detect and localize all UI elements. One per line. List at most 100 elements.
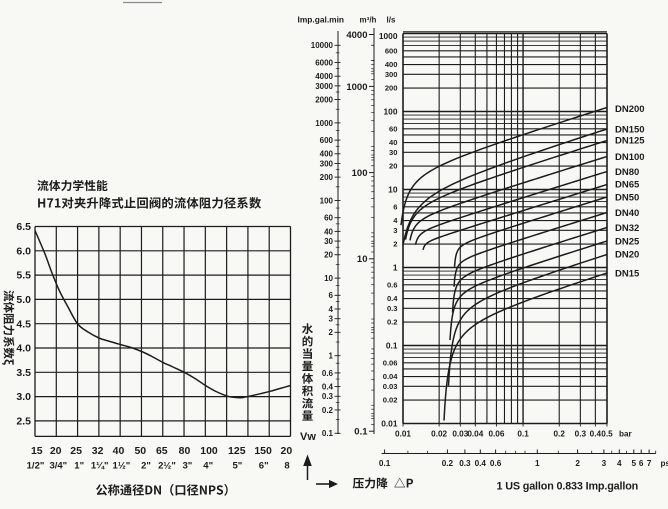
svg-text:6: 6 — [329, 291, 334, 300]
svg-text:300: 300 — [385, 70, 398, 79]
svg-text:20: 20 — [389, 162, 397, 171]
svg-text:600: 600 — [320, 136, 334, 145]
svg-text:5: 5 — [632, 459, 637, 468]
svg-text:2.5: 2.5 — [16, 416, 31, 428]
svg-text:3": 3" — [183, 461, 193, 472]
svg-text:60: 60 — [324, 214, 333, 223]
svg-text:6": 6" — [259, 461, 269, 472]
svg-text:125: 125 — [228, 445, 246, 457]
svg-text:4": 4" — [203, 461, 213, 472]
svg-text:40: 40 — [389, 138, 397, 147]
svg-text:DN100: DN100 — [615, 152, 645, 163]
svg-text:1½": 1½" — [113, 461, 131, 472]
svg-text:0.1: 0.1 — [354, 427, 368, 438]
svg-text:DN200: DN200 — [615, 104, 645, 115]
svg-text:DN125: DN125 — [615, 136, 645, 147]
svg-text:DN40: DN40 — [615, 208, 639, 219]
svg-text:6.5: 6.5 — [16, 221, 31, 233]
svg-text:DN15: DN15 — [615, 269, 640, 280]
svg-text:8: 8 — [284, 461, 289, 472]
svg-text:l/s: l/s — [387, 16, 396, 25]
svg-text:20: 20 — [281, 445, 293, 457]
svg-text:3.0: 3.0 — [16, 391, 31, 403]
svg-text:4000: 4000 — [346, 30, 367, 41]
svg-text:0.6: 0.6 — [322, 369, 334, 378]
svg-text:3: 3 — [602, 459, 607, 468]
svg-text:5.0: 5.0 — [16, 294, 31, 306]
svg-text:2½": 2½" — [158, 461, 176, 472]
svg-text:4: 4 — [329, 305, 334, 314]
svg-text:DN32: DN32 — [615, 223, 639, 234]
svg-text:0.06: 0.06 — [488, 430, 504, 439]
svg-text:1: 1 — [535, 459, 540, 468]
svg-text:2: 2 — [575, 459, 580, 468]
svg-text:1000: 1000 — [346, 82, 367, 93]
svg-text:25: 25 — [70, 445, 82, 457]
svg-text:2: 2 — [393, 240, 397, 249]
svg-text:6: 6 — [393, 203, 397, 212]
svg-text:40: 40 — [324, 227, 333, 236]
svg-text:6000: 6000 — [315, 58, 333, 67]
svg-text:4: 4 — [393, 216, 398, 225]
svg-text:0.4: 0.4 — [590, 430, 602, 439]
svg-text:30: 30 — [324, 237, 333, 246]
svg-text:0.06: 0.06 — [383, 359, 398, 368]
svg-text:0.4: 0.4 — [387, 294, 398, 303]
svg-text:0.5: 0.5 — [601, 430, 613, 439]
svg-text:2": 2" — [141, 461, 151, 472]
svg-text:50: 50 — [134, 445, 146, 457]
svg-text:100: 100 — [200, 445, 218, 457]
svg-text:30: 30 — [389, 148, 397, 157]
svg-text:4: 4 — [617, 459, 622, 468]
svg-text:0.2: 0.2 — [442, 459, 454, 468]
svg-text:0.2: 0.2 — [322, 406, 334, 415]
svg-text:1: 1 — [393, 263, 398, 273]
svg-text:65: 65 — [156, 445, 168, 457]
svg-text:DN20: DN20 — [615, 250, 639, 261]
svg-text:1 US gallon 0.833 Imp.gallon: 1 US gallon 0.833 Imp.gallon — [497, 481, 639, 493]
svg-text:3/4": 3/4" — [49, 461, 67, 472]
svg-text:0.4: 0.4 — [322, 382, 334, 391]
svg-text:0.3: 0.3 — [459, 459, 471, 468]
svg-text:bar: bar — [619, 430, 633, 439]
svg-text:0.01: 0.01 — [381, 419, 398, 429]
svg-text:0.3: 0.3 — [322, 392, 334, 401]
svg-text:0.6: 0.6 — [490, 459, 502, 468]
svg-text:0.03: 0.03 — [383, 382, 398, 391]
svg-text:300: 300 — [320, 159, 334, 168]
svg-text:1: 1 — [329, 352, 334, 361]
svg-text:5.5: 5.5 — [16, 270, 31, 282]
svg-text:150: 150 — [254, 445, 272, 457]
svg-text:0.1: 0.1 — [386, 341, 398, 351]
svg-text:32: 32 — [92, 445, 104, 457]
svg-text:2: 2 — [329, 328, 334, 337]
svg-text:6: 6 — [639, 459, 644, 468]
svg-text:0.01: 0.01 — [395, 430, 411, 439]
svg-text:80: 80 — [179, 445, 191, 457]
svg-text:200: 200 — [320, 173, 334, 182]
svg-text:3.5: 3.5 — [16, 367, 31, 379]
svg-text:1000: 1000 — [315, 119, 333, 128]
svg-text:5": 5" — [233, 461, 243, 472]
svg-text:0.04: 0.04 — [383, 372, 399, 381]
svg-text:20: 20 — [50, 445, 62, 457]
svg-text:0.04: 0.04 — [467, 430, 483, 439]
svg-text:3: 3 — [393, 226, 397, 235]
svg-text:DN65: DN65 — [615, 180, 640, 191]
svg-text:psi: psi — [661, 459, 668, 468]
svg-text:4.0: 4.0 — [16, 343, 31, 355]
svg-text:4000: 4000 — [315, 72, 333, 81]
svg-text:15: 15 — [31, 445, 43, 457]
svg-text:0.02: 0.02 — [431, 430, 447, 439]
svg-text:3: 3 — [329, 315, 334, 324]
svg-text:DN50: DN50 — [615, 192, 639, 203]
svg-text:0.1: 0.1 — [322, 429, 334, 438]
svg-text:Imp.gal.min: Imp.gal.min — [298, 15, 345, 25]
svg-text:4.5: 4.5 — [16, 318, 31, 330]
svg-text:0.02: 0.02 — [383, 396, 398, 405]
svg-text:100: 100 — [384, 107, 398, 117]
svg-text:10: 10 — [324, 274, 333, 283]
svg-text:0.2: 0.2 — [387, 318, 398, 327]
svg-text:200: 200 — [385, 84, 398, 93]
svg-text:0.03: 0.03 — [452, 430, 468, 439]
